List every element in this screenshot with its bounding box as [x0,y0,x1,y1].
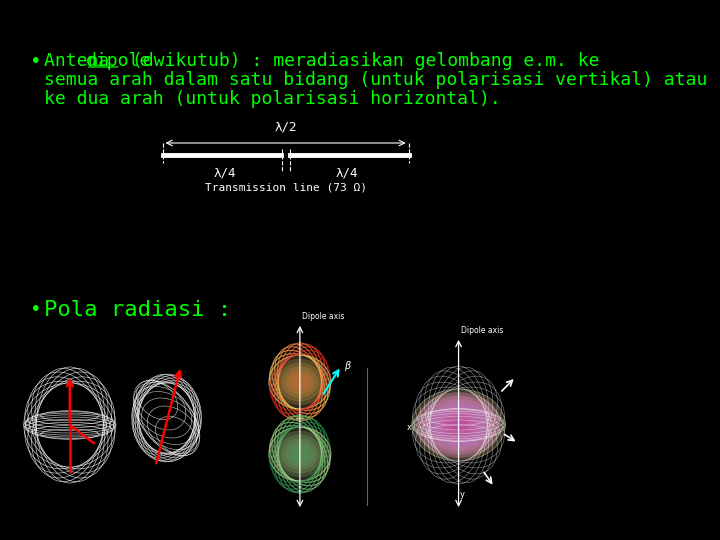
Text: Pola radiasi :: Pola radiasi : [45,300,232,320]
Text: Transmission line (73 Ω): Transmission line (73 Ω) [204,183,366,193]
Text: y: y [460,490,465,499]
Ellipse shape [287,370,313,394]
Text: $\beta$: $\beta$ [343,359,351,373]
Text: ke dua arah (untuk polarisasi horizontal).: ke dua arah (untuk polarisasi horizontal… [45,90,501,108]
Ellipse shape [291,446,309,462]
Text: λ/4: λ/4 [213,167,235,180]
Text: semua arah dalam satu bidang (untuk polarisasi vertikal) atau: semua arah dalam satu bidang (untuk pola… [45,71,708,89]
Ellipse shape [446,415,472,435]
Ellipse shape [433,405,485,445]
Ellipse shape [291,374,309,390]
Text: Dipole axis: Dipole axis [461,326,503,335]
Ellipse shape [441,411,476,438]
Ellipse shape [269,355,330,409]
Ellipse shape [423,397,494,453]
Ellipse shape [427,401,490,449]
Text: Dipole axis: Dipole axis [302,312,345,321]
Ellipse shape [274,431,326,477]
Text: dipole: dipole [86,52,151,70]
Ellipse shape [431,403,487,447]
Ellipse shape [450,418,467,432]
Ellipse shape [282,438,318,470]
Ellipse shape [412,389,505,461]
Text: (dwikutub) : meradiasikan gelombang e.m. ke: (dwikutub) : meradiasikan gelombang e.m.… [120,52,599,70]
Ellipse shape [420,395,497,455]
Ellipse shape [269,427,330,481]
Text: Antena: Antena [45,52,120,70]
Ellipse shape [428,402,489,448]
Ellipse shape [437,408,480,442]
Ellipse shape [416,392,501,458]
Ellipse shape [278,435,322,474]
Ellipse shape [419,395,498,455]
Ellipse shape [274,359,326,405]
Text: x: x [407,423,412,432]
Ellipse shape [287,442,313,466]
Ellipse shape [415,392,502,458]
Ellipse shape [282,366,318,397]
Text: •: • [30,52,42,71]
Ellipse shape [278,362,322,401]
Text: •: • [30,300,42,319]
Text: λ/4: λ/4 [336,167,358,180]
Text: λ/2: λ/2 [274,120,297,133]
Ellipse shape [424,399,492,451]
